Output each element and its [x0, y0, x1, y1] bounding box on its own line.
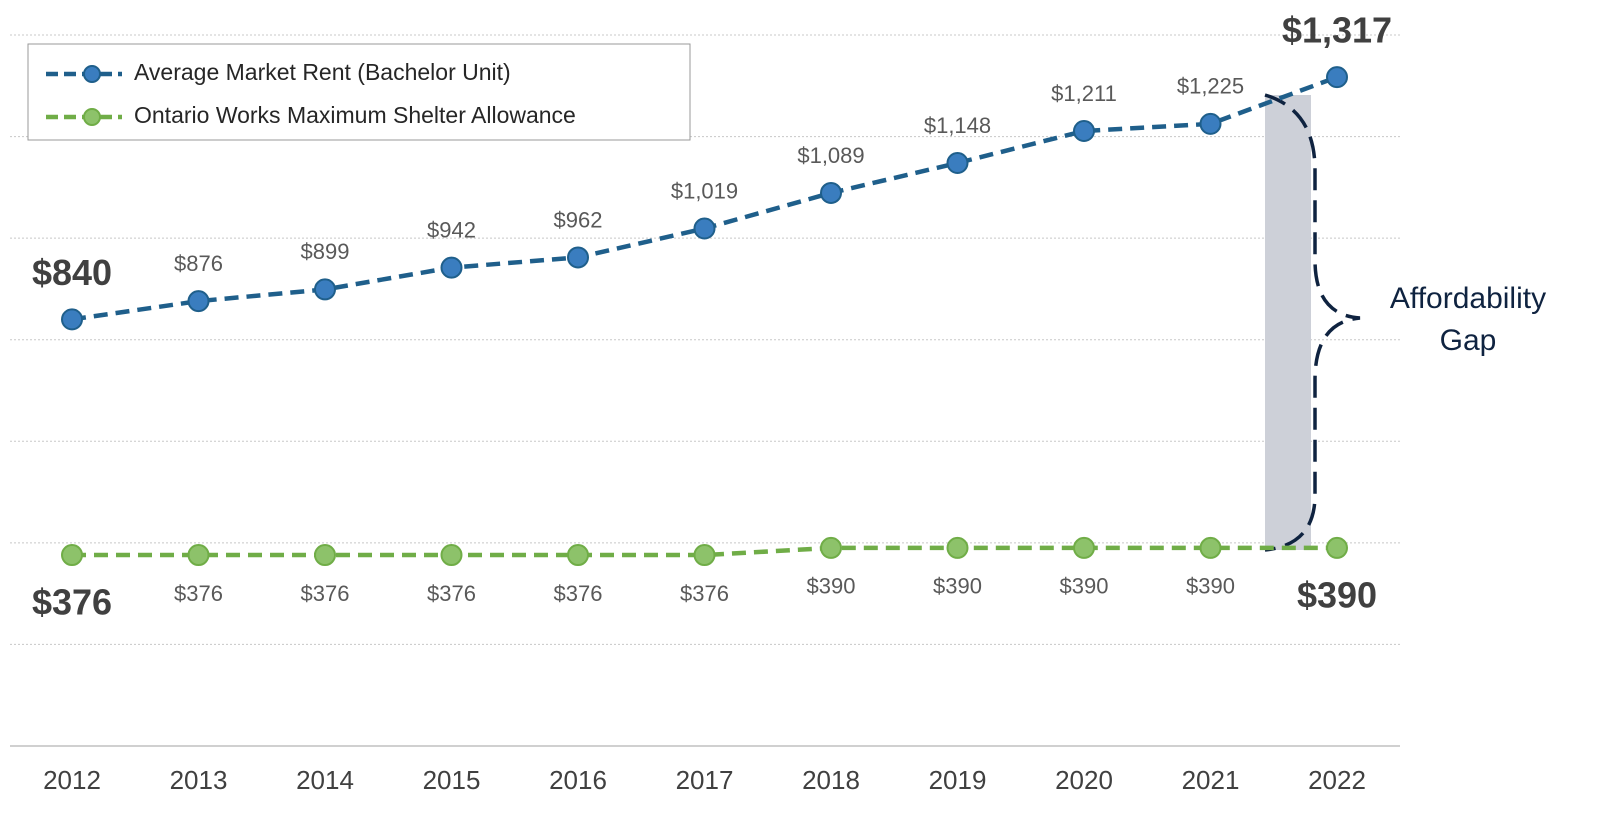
data-label: $390 — [933, 574, 982, 599]
data-label: $962 — [554, 207, 603, 232]
legend-label: Ontario Works Maximum Shelter Allowance — [134, 102, 576, 128]
marker — [314, 544, 336, 567]
data-label: $390 — [1297, 574, 1377, 615]
marker — [1326, 536, 1348, 559]
data-label: $1,211 — [1051, 81, 1117, 106]
gap-brace — [1264, 93, 1361, 552]
series-line — [72, 545, 1337, 558]
data-label: $1,317 — [1282, 10, 1392, 51]
data-label: $1,089 — [797, 143, 864, 168]
marker — [1199, 112, 1222, 135]
marker — [567, 544, 589, 567]
data-label: $390 — [1186, 574, 1235, 599]
x-tick-label: 2022 — [1308, 765, 1366, 795]
marker — [693, 544, 716, 567]
marker — [187, 290, 210, 313]
data-label: $376 — [174, 581, 223, 606]
legend — [27, 43, 691, 141]
annotation: Gap — [1440, 324, 1497, 357]
annotation: Affordability — [1390, 282, 1546, 315]
x-tick-label: 2021 — [1182, 765, 1240, 795]
x-tick-label: 2012 — [43, 765, 101, 795]
data-label: $942 — [427, 217, 476, 242]
legend-marker — [83, 65, 101, 83]
marker — [820, 181, 842, 204]
x-tick-label: 2016 — [549, 765, 607, 795]
marker — [946, 536, 969, 559]
marker — [1199, 536, 1222, 559]
marker — [1326, 66, 1348, 89]
data-label: $899 — [301, 239, 350, 264]
x-tick-label: 2019 — [929, 765, 987, 795]
marker — [946, 151, 969, 174]
data-label: $376 — [554, 581, 603, 606]
marker — [440, 544, 463, 567]
marker — [314, 278, 336, 301]
marker — [61, 308, 83, 331]
data-label: $390 — [1060, 574, 1109, 599]
marker — [1073, 119, 1095, 142]
x-tick-label: 2014 — [296, 765, 354, 795]
gap-shade — [1265, 95, 1311, 550]
marker — [567, 246, 589, 269]
data-label: $376 — [680, 581, 729, 606]
marker — [61, 544, 83, 567]
legend-marker — [83, 108, 101, 126]
data-label: $876 — [174, 251, 223, 276]
marker — [820, 536, 842, 559]
data-label: $1,019 — [671, 178, 738, 203]
marker — [693, 217, 716, 240]
data-label: $390 — [807, 574, 856, 599]
marker — [187, 544, 210, 567]
legend-label: Average Market Rent (Bachelor Unit) — [134, 59, 511, 85]
marker — [440, 256, 463, 279]
marker — [1073, 536, 1095, 559]
data-label: $840 — [32, 252, 112, 293]
data-label: $1,225 — [1177, 74, 1244, 99]
x-tick-label: 2017 — [676, 765, 734, 795]
data-label: $1,148 — [924, 113, 991, 138]
data-label: $376 — [301, 581, 350, 606]
x-tick-label: 2020 — [1055, 765, 1113, 795]
x-tick-label: 2015 — [423, 765, 481, 795]
x-tick-label: 2018 — [802, 765, 860, 795]
data-label: $376 — [32, 582, 112, 623]
data-label: $376 — [427, 581, 476, 606]
x-tick-label: 2013 — [170, 765, 228, 795]
